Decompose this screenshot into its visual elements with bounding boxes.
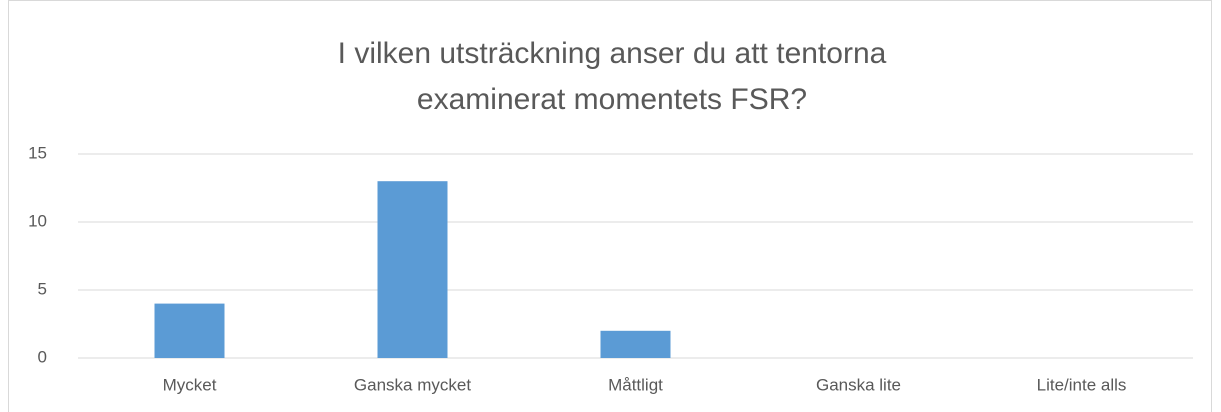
y-tick-label: 5 bbox=[38, 279, 47, 298]
chart-title: examinerat momentets FSR? bbox=[417, 83, 807, 116]
x-tick-label: Ganska lite bbox=[816, 375, 901, 394]
x-tick-label: Lite/inte alls bbox=[1037, 375, 1127, 394]
bar bbox=[600, 330, 671, 358]
y-tick-label: 15 bbox=[28, 143, 47, 162]
x-tick-label: Mycket bbox=[163, 375, 217, 394]
x-tick-label: Ganska mycket bbox=[354, 375, 471, 394]
y-tick-label: 0 bbox=[38, 347, 47, 366]
bar bbox=[377, 181, 448, 358]
y-tick-label: 10 bbox=[28, 211, 47, 230]
x-tick-label: Måttligt bbox=[608, 375, 663, 394]
chart-title: I vilken utsträckning anser du att tento… bbox=[338, 37, 887, 70]
bar bbox=[154, 303, 225, 358]
